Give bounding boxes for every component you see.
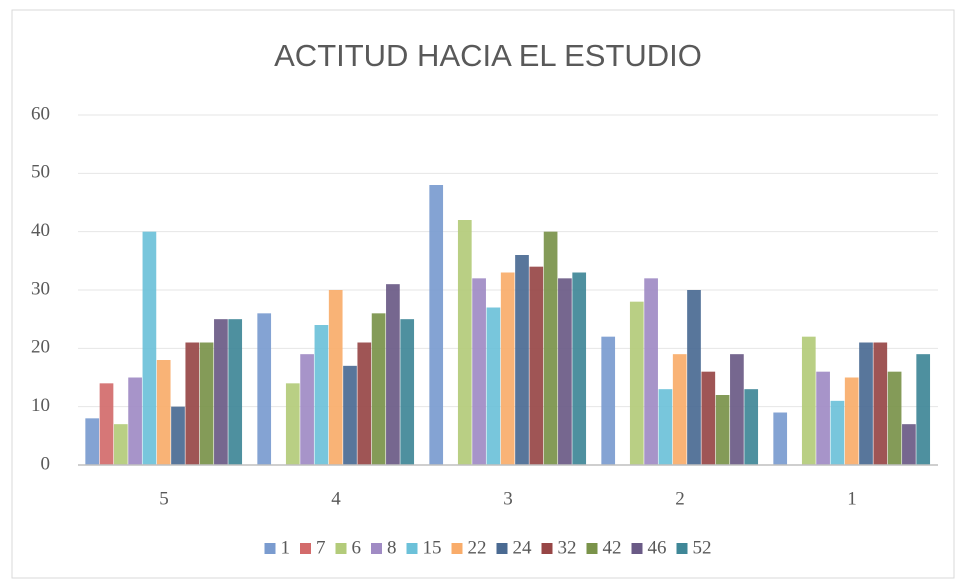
- chart-title: ACTITUD HACIA EL ESTUDIO: [274, 38, 702, 73]
- y-tick-label: 40: [31, 220, 50, 241]
- bar: [486, 307, 501, 465]
- bar: [672, 354, 687, 465]
- legend-swatch: [406, 543, 418, 554]
- legend-swatch: [371, 543, 382, 554]
- legend-swatch: [541, 543, 553, 554]
- y-tick-label: 30: [31, 278, 50, 299]
- legend-label: 6: [352, 537, 362, 558]
- y-tick-label: 50: [31, 162, 50, 183]
- bar: [730, 354, 744, 465]
- bar: [801, 336, 816, 465]
- bar: [916, 354, 931, 465]
- bar: [830, 400, 845, 465]
- x-tick-label: 1: [847, 488, 857, 509]
- bar: [644, 278, 658, 465]
- bar: [386, 284, 400, 465]
- bar: [701, 371, 716, 465]
- bar: [457, 220, 472, 465]
- bar: [285, 383, 300, 465]
- bar: [300, 354, 314, 465]
- bar: [228, 319, 243, 465]
- bar: [214, 319, 228, 465]
- y-tick-label: 20: [31, 337, 50, 358]
- bar: [328, 290, 343, 465]
- x-tick-label: 5: [159, 488, 169, 509]
- bar: [658, 389, 673, 465]
- legend-label: 22: [468, 537, 487, 558]
- legend-label: 15: [423, 537, 442, 558]
- bar: [99, 383, 114, 465]
- x-tick-label: 4: [331, 488, 341, 509]
- bar: [343, 365, 357, 465]
- bar: [257, 313, 272, 465]
- legend-swatch: [631, 543, 643, 554]
- bar: [199, 342, 214, 465]
- bar: [314, 325, 329, 465]
- x-tick-label: 3: [503, 488, 513, 509]
- bar: [873, 342, 888, 465]
- bar: [371, 313, 386, 465]
- bar: [859, 342, 873, 465]
- bar: [128, 377, 142, 465]
- legend-swatch: [335, 543, 347, 554]
- bar: [816, 371, 830, 465]
- bar: [400, 319, 415, 465]
- legend-label: 52: [693, 537, 712, 558]
- bar: [357, 342, 372, 465]
- legend-swatch: [676, 543, 688, 554]
- legend-label: 46: [648, 537, 667, 558]
- x-tick-label: 2: [675, 488, 685, 509]
- bar: [529, 266, 544, 465]
- bar: [113, 424, 128, 465]
- bar: [902, 424, 916, 465]
- bar: [142, 231, 157, 465]
- legend-swatch: [451, 543, 463, 554]
- y-tick-label: 60: [31, 103, 50, 124]
- legend-label: 7: [316, 537, 326, 558]
- bar: [429, 185, 444, 465]
- legend-swatch: [586, 543, 598, 554]
- bar: [185, 342, 200, 465]
- legend-label: 1: [281, 537, 291, 558]
- bar: [844, 377, 859, 465]
- bar: [85, 418, 100, 465]
- bar: [773, 412, 788, 465]
- legend-swatch: [264, 543, 276, 554]
- bar: [687, 290, 701, 465]
- legend-swatch: [496, 543, 508, 554]
- legend-label: 8: [387, 537, 397, 558]
- legend-swatch: [300, 543, 311, 554]
- bar: [715, 395, 730, 465]
- y-tick-label: 10: [31, 395, 50, 416]
- bar: [543, 231, 558, 465]
- bar: [629, 301, 644, 465]
- bar: [515, 255, 529, 465]
- legend-label: 42: [603, 537, 622, 558]
- bar: [156, 360, 171, 465]
- bar: [171, 406, 185, 465]
- bar: [500, 272, 515, 465]
- bar: [558, 278, 572, 465]
- legend-label: 24: [513, 537, 533, 558]
- bar: [472, 278, 486, 465]
- bar: [601, 336, 616, 465]
- bar: [887, 371, 902, 465]
- y-tick-label: 0: [41, 453, 51, 474]
- legend-label: 32: [558, 537, 577, 558]
- bar: [744, 389, 759, 465]
- bar: [572, 272, 587, 465]
